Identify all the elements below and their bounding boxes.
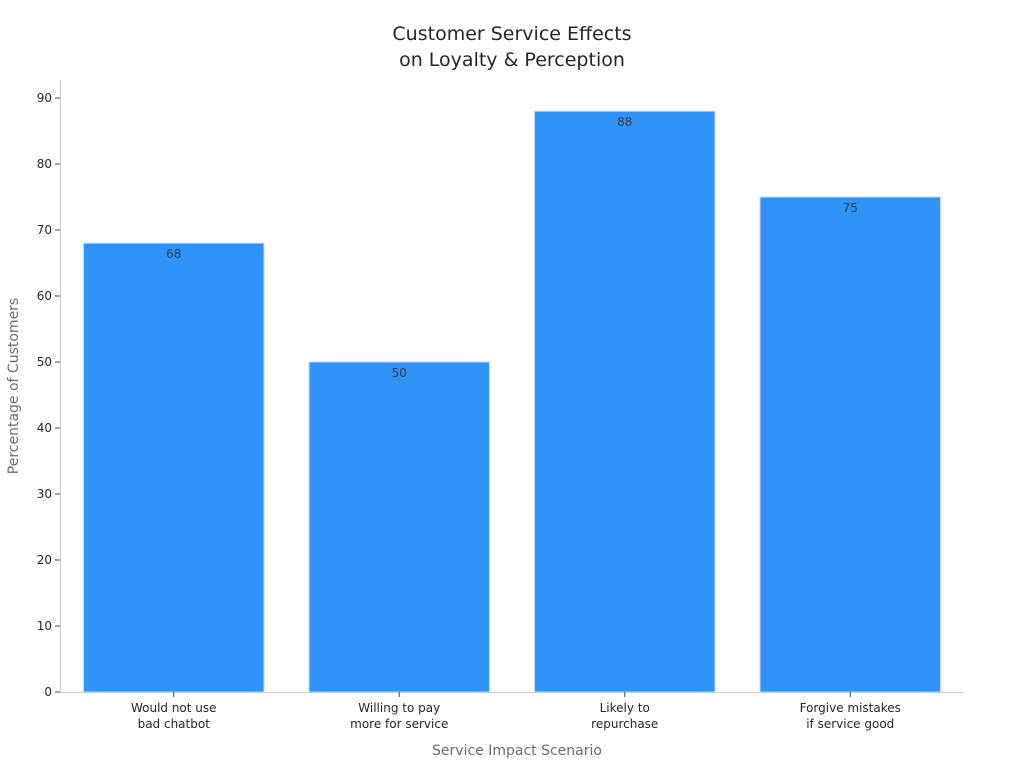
x-tick-label-3-1: if service good	[806, 717, 894, 731]
data-label-3: 75	[843, 201, 858, 215]
bar-1	[308, 361, 490, 693]
y-tick-label-5: 50	[37, 355, 52, 369]
y-tick-label-6: 60	[37, 289, 52, 303]
x-tick-label-1-0: Willing to pay	[358, 701, 440, 715]
data-label-0: 68	[166, 247, 181, 261]
y-tick-label-8: 80	[37, 157, 52, 171]
data-label-2: 88	[617, 115, 632, 129]
y-tick-label-0: 0	[44, 685, 52, 699]
bar-0	[83, 242, 265, 693]
bar-2	[534, 110, 716, 693]
y-tick-label-1: 10	[37, 619, 52, 633]
chart-title-line-2: on Loyalty & Perception	[399, 49, 625, 71]
data-labels: 68 50 88 75	[166, 115, 858, 380]
y-tick-label-3: 30	[37, 487, 52, 501]
y-tick-label-4: 40	[37, 421, 52, 435]
x-ticks: Would not use bad chatbot Willing to pay mo…	[131, 692, 901, 731]
x-tick-label-0-1: bad chatbot	[138, 717, 211, 731]
x-tick-label-0-0: Would not use	[131, 701, 217, 715]
x-tick-label-2-1: repurchase	[591, 717, 658, 731]
x-axis-title: Service Impact Scenario	[432, 743, 602, 759]
bar-3	[759, 196, 941, 693]
bars	[83, 110, 941, 693]
y-tick-label-7: 70	[37, 223, 52, 237]
y-tick-label-9: 90	[37, 91, 52, 105]
y-tick-label-2: 20	[37, 553, 52, 567]
data-label-1: 50	[392, 366, 407, 380]
y-ticks: 0 10 20 30 40 50 60 70 80 90	[37, 91, 60, 699]
x-tick-label-2-0: Likely to	[600, 701, 650, 715]
y-axis-title: Percentage of Customers	[6, 298, 22, 474]
x-tick-label-3-0: Forgive mistakes	[800, 701, 901, 715]
x-tick-label-1-1: more for service	[350, 717, 448, 731]
chart-title-line-1: Customer Service Effects	[392, 23, 631, 45]
